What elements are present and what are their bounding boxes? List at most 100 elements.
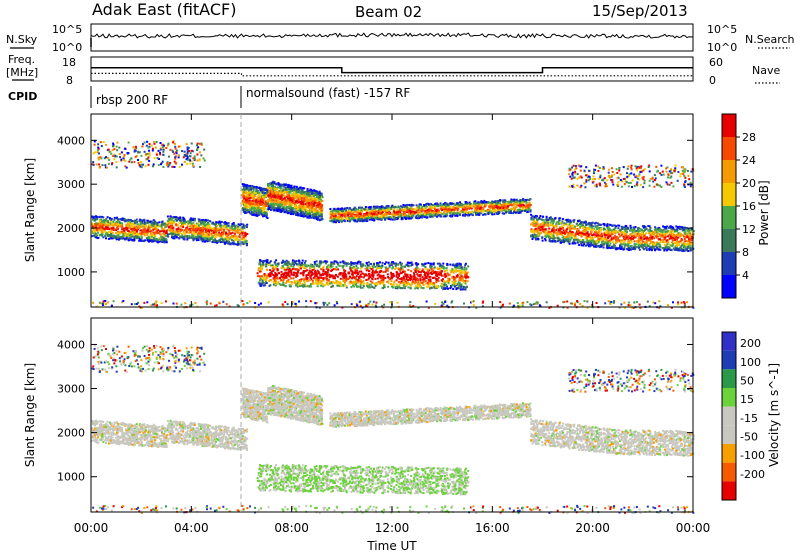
power-cell [197,239,200,241]
power-cell [206,219,209,222]
power-cell [180,225,183,228]
power-cell [151,224,154,227]
power-cell [202,239,205,241]
power-cell [325,268,328,270]
power-cell [308,215,311,217]
power-cell [136,232,139,235]
power-cell [394,286,397,288]
power-cell [354,272,357,275]
power-cell [268,205,271,208]
power-cell [293,185,296,188]
power-cell [127,238,129,241]
power-cell [259,284,262,287]
power-cell [284,184,287,186]
power-cell [242,243,245,246]
power-cell [414,262,417,265]
power-cell [272,280,275,283]
power-cell [112,226,115,229]
power-cell [206,223,209,226]
power-cell [261,199,264,201]
power-cell [281,202,284,204]
power-cell [153,231,156,234]
power-cell [315,282,318,285]
power-cell [181,228,184,231]
power-cell [170,226,173,228]
power-cell [237,225,240,228]
power-cell [254,214,257,217]
power-cell [245,187,248,189]
power-cell [388,266,391,269]
power-cell [311,200,314,203]
power-cell [214,230,217,232]
power-cell [464,264,467,267]
power-cell [246,206,249,209]
power-cell [398,274,400,277]
power-cell [219,238,222,241]
power-cell [248,197,251,199]
power-cell [285,268,288,271]
power-cell [263,274,266,277]
power-cell [262,201,265,204]
power-cell [94,230,96,233]
power-cell [205,220,208,222]
power-cell [447,282,450,285]
power-cell [177,233,180,236]
power-cell [204,224,207,227]
power-cell [178,229,181,232]
power-cell [365,262,368,265]
power-cell [233,232,236,235]
power-cell [294,211,297,214]
power-cell [313,265,315,268]
power-cell [458,282,461,284]
plot-title: Adak East (fitACF) [92,0,236,19]
power-cell [186,238,189,241]
power-cell [269,204,272,207]
power-cell [419,279,422,282]
power-cell [273,194,276,197]
power-cell [193,217,196,220]
power-cell [129,233,132,236]
power-cell [295,213,298,216]
power-cell [189,231,192,234]
power-cell [189,220,192,223]
power-cell [227,236,230,239]
power-cell [318,265,320,268]
power-cell [261,278,264,281]
power-cell [296,283,299,286]
power-cell [333,260,336,263]
power-cell [198,231,201,234]
power-cell [266,190,269,193]
power-cell [273,261,276,264]
power-cell [423,271,425,273]
power-cell [296,190,299,192]
power-cell [442,262,445,265]
power-cell [188,227,191,230]
power-cell [410,270,413,273]
power-cell [299,203,302,206]
power-cell [95,215,98,218]
power-cell [463,268,466,271]
power-cell [166,215,169,218]
power-cell [301,263,303,266]
power-cell [298,259,300,262]
power-cell [260,200,263,203]
power-cell [274,203,277,206]
power-cell [327,269,330,272]
power-cell [302,285,305,288]
power-cell [146,232,148,235]
power-cell [138,238,141,241]
power-cell [269,196,271,199]
power-cell [138,233,140,236]
power-cell [205,235,208,238]
power-cell [182,237,185,240]
power-cell [113,235,116,237]
power-cell [447,287,449,290]
power-cell [307,190,310,193]
power-cell [153,226,156,229]
power-cell [306,274,309,277]
power-cell [339,277,342,280]
power-cell [341,274,344,277]
power-cell [317,198,320,201]
power-cell [256,189,259,192]
power-cell [208,230,210,233]
